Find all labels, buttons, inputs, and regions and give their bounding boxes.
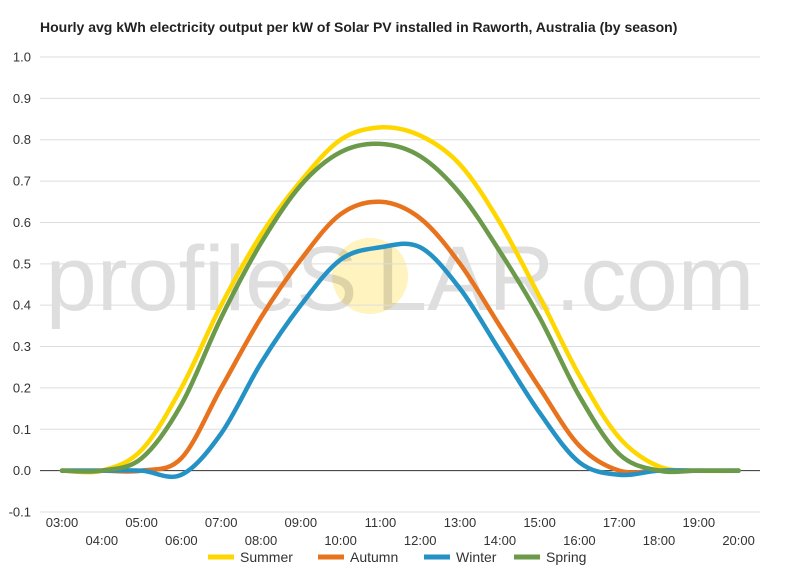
x-axis: 03:00 04:00 05:00 06:00 07:00 08:00 09:00 10:00… [46,515,755,548]
y-tick-label: 1.0 [13,50,31,65]
y-tick-label: 0.6 [13,215,31,230]
y-tick-label: 0.3 [13,339,31,354]
series-line-autumn [59,199,741,475]
x-tick-label: 06:00 [165,533,198,548]
x-tick-label: 16:00 [563,533,596,548]
x-tick-label: 19:00 [683,515,716,530]
x-tick-label: 20:00 [722,533,755,548]
series-group [59,124,741,480]
x-tick-label: 11:00 [365,515,397,530]
x-tick-label: 12:00 [404,533,437,548]
x-tick-label: 17:00 [603,515,636,530]
legend-label-autumn: Autumn [350,549,398,565]
x-tick-label: 10:00 [324,533,357,548]
watermark-sun-icon [332,238,408,314]
chart-title: Hourly avg kWh electricity output per kW… [40,19,678,35]
y-tick-label: 0.9 [13,91,31,106]
x-tick-label: 07:00 [205,515,238,530]
x-tick-label: 09:00 [285,515,318,530]
x-tick-label: 04:00 [86,533,119,548]
y-tick-label: 0.1 [13,422,31,437]
y-tick-label: 0.0 [13,463,31,478]
y-tick-label: 0.4 [13,298,31,313]
x-tick-label: 05:00 [125,515,158,530]
y-tick-label: 0.5 [13,256,31,271]
legend-label-winter: Winter [456,549,497,565]
x-tick-label: 15:00 [523,515,556,530]
y-tick-label: 0.2 [13,380,31,395]
legend: Summer Autumn Winter Spring [208,549,586,565]
x-tick-label: 08:00 [245,533,278,548]
series-line-spring [59,141,741,475]
x-tick-label: 14:00 [484,533,517,548]
y-tick-label: 0.7 [13,174,31,189]
x-tick-label: 13:00 [444,515,477,530]
series-line-summer [59,124,741,475]
x-tick-label: 03:00 [46,515,79,530]
y-tick-label: -0.1 [9,505,31,520]
series-line-winter [59,241,741,480]
x-tick-label: 18:00 [643,533,676,548]
legend-label-summer: Summer [240,549,293,565]
y-tick-label: 0.8 [13,132,31,147]
legend-label-spring: Spring [546,549,586,565]
